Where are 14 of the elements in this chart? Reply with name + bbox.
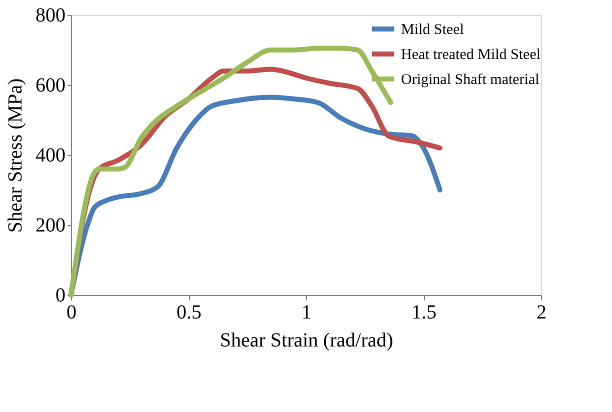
x-axis-title: Shear Strain (rad/rad) [220,330,394,352]
legend-label: Heat treated Mild Steel [401,47,541,63]
x-tick-label: 1.5 [412,302,436,324]
y-tick-label: 600 [36,74,66,96]
legend-label: Original Shaft material [401,72,540,88]
y-tick-label: 800 [36,4,66,26]
y-tick-label: 0 [56,284,66,306]
x-tick-label: 0.5 [176,302,202,324]
legend-label: Mild Steel [401,22,464,38]
y-axis-title: Shear Stress (MPa) [4,78,26,233]
x-tick-label: 1 [302,302,312,324]
x-tick-label: 2 [536,302,546,324]
y-tick-label: 400 [36,144,66,166]
y-tick-label: 200 [36,214,66,236]
